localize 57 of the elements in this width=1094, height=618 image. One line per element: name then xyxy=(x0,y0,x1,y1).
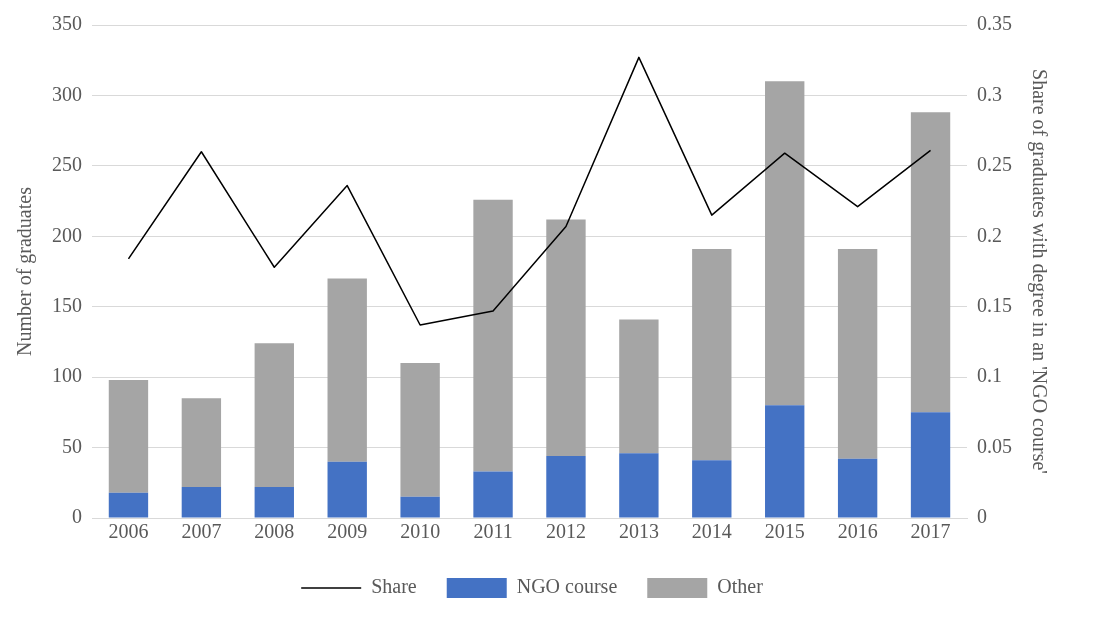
y-tick-label: 0 xyxy=(72,505,82,528)
bar xyxy=(108,379,149,493)
x-tick-label: 2006 xyxy=(108,520,149,543)
bar xyxy=(546,456,586,518)
x-tick-label: 2014 xyxy=(691,520,732,543)
x-tick-label: 2009 xyxy=(327,520,368,543)
y2-tick-label: 0.25 xyxy=(977,153,1012,176)
y2-tick-label: 0.1 xyxy=(977,364,1002,387)
y2-tick-label: 0.05 xyxy=(977,434,1012,457)
bar xyxy=(327,278,367,462)
x-tick-label: 2010 xyxy=(400,520,441,543)
bar xyxy=(473,471,513,518)
legend-label: Other xyxy=(717,575,764,598)
y2-tick-label: 0.15 xyxy=(977,293,1012,316)
bar xyxy=(692,248,732,461)
y2-tick-label: 0.35 xyxy=(977,12,1012,35)
y-tick-label: 300 xyxy=(52,82,82,105)
bar xyxy=(837,458,878,518)
y2-tick-label: 0 xyxy=(977,505,987,528)
legend-label: Share xyxy=(371,575,417,598)
y-tick-label: 250 xyxy=(52,153,82,176)
x-tick-label: 2012 xyxy=(545,520,586,543)
bar xyxy=(400,363,440,497)
x-tick-label: 2013 xyxy=(618,520,659,543)
x-tick-label: 2016 xyxy=(837,520,878,543)
bar xyxy=(765,405,805,518)
y-tick-label: 350 xyxy=(52,12,82,35)
bar xyxy=(765,81,805,406)
bar xyxy=(254,343,294,488)
x-tick-label: 2011 xyxy=(473,520,513,543)
y-tick-label: 200 xyxy=(52,223,82,246)
bar xyxy=(327,461,367,518)
x-tick-label: 2008 xyxy=(254,520,295,543)
bar xyxy=(910,112,951,413)
x-tick-label: 2007 xyxy=(181,520,222,543)
bar xyxy=(473,199,513,472)
y-tick-label: 100 xyxy=(52,364,82,387)
bar xyxy=(108,492,149,518)
y-tick-label: 150 xyxy=(52,293,82,316)
bar xyxy=(254,487,294,518)
y-tick-label: 50 xyxy=(62,434,82,457)
bar xyxy=(546,219,586,457)
bar xyxy=(619,453,659,518)
y2-tick-label: 0.2 xyxy=(977,223,1002,246)
bar xyxy=(400,496,440,518)
y2-axis-title: Share of graduates with degree in an 'NGO course' xyxy=(1027,69,1051,474)
legend-label: NGO course xyxy=(516,575,618,598)
bar xyxy=(910,412,951,518)
y-axis-title: Number of graduates xyxy=(13,186,37,356)
bar xyxy=(837,248,878,459)
x-tick-label: 2015 xyxy=(764,520,805,543)
bar xyxy=(619,319,659,454)
bar xyxy=(692,460,732,518)
bar xyxy=(181,487,222,518)
bar xyxy=(181,398,222,488)
y2-tick-label: 0.3 xyxy=(977,82,1002,105)
x-tick-label: 2017 xyxy=(910,520,951,543)
